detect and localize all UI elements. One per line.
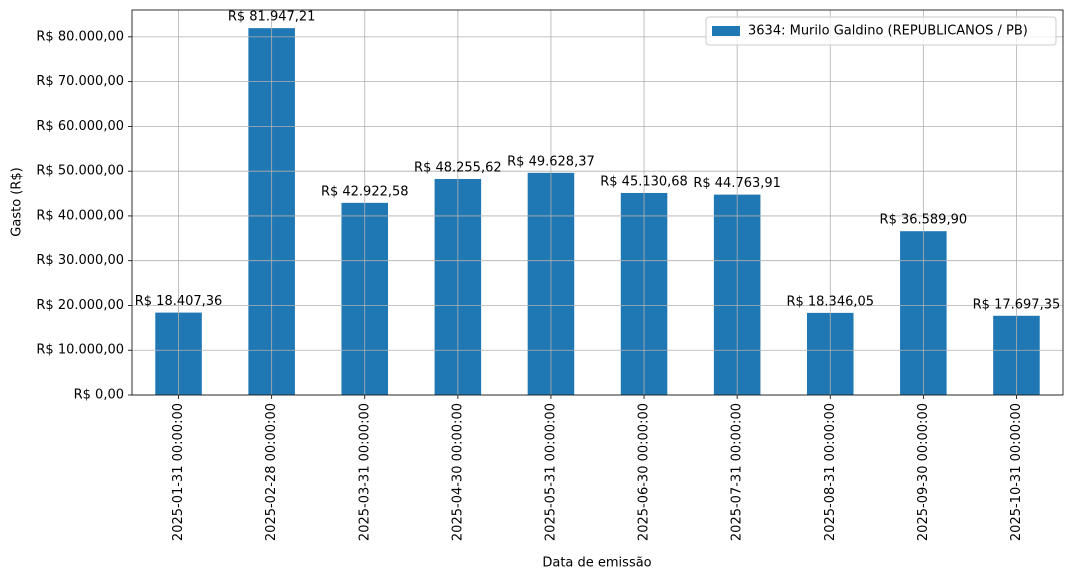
y-tick-label: R$ 50.000,00 [36,164,124,179]
value-label: R$ 17.697,35 [973,297,1061,312]
value-label: R$ 81.947,21 [228,10,316,25]
x-tick-label: 2025-07-31 00:00:00 [730,403,745,541]
value-label: R$ 42.922,58 [321,184,409,199]
x-tick-label: 2025-04-30 00:00:00 [450,403,465,541]
value-label: R$ 18.407,36 [135,294,223,309]
x-tick-label: 2025-10-31 00:00:00 [1009,403,1024,541]
legend-swatch [712,26,740,36]
y-tick-label: R$ 10.000,00 [36,343,124,358]
x-axis-label: Data de emissão [542,556,651,571]
plot-frame [131,9,1064,396]
legend-label: 3634: Murilo Galdino (REPUBLICANOS / PB) [748,24,1028,39]
y-tick-label: R$ 40.000,00 [36,208,124,223]
x-tick-label: 2025-05-31 00:00:00 [543,403,558,541]
y-axis-label: Gasto (R$) [10,167,25,236]
y-tick-label: R$ 0,00 [74,388,124,403]
legend-box [705,16,1057,46]
value-label: R$ 45.130,68 [600,174,688,189]
y-tick-label: R$ 70.000,00 [36,74,124,89]
value-label: R$ 18.346,05 [786,294,874,309]
x-tick-label: 2025-01-31 00:00:00 [171,403,186,541]
x-tick-label: 2025-06-30 00:00:00 [637,403,652,541]
y-tick-label: R$ 80.000,00 [36,29,124,44]
value-label: R$ 49.628,37 [507,154,595,169]
value-label: R$ 48.255,62 [414,160,502,175]
y-tick-label: R$ 30.000,00 [36,253,124,268]
y-tick-label: R$ 20.000,00 [36,298,124,313]
value-label: R$ 36.589,90 [880,213,968,228]
value-label: R$ 44.763,91 [693,176,781,191]
x-tick-label: 2025-09-30 00:00:00 [916,403,931,541]
x-tick-label: 2025-08-31 00:00:00 [823,403,838,541]
y-tick-label: R$ 60.000,00 [36,119,124,134]
x-tick-label: 2025-03-31 00:00:00 [357,403,372,541]
x-tick-label: 2025-02-28 00:00:00 [264,403,279,541]
